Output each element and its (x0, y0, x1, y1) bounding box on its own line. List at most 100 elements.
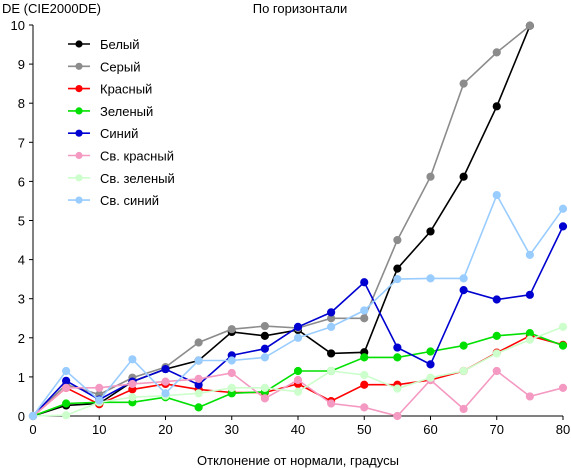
data-point (525, 21, 534, 30)
legend-item: Зеленый (68, 104, 153, 119)
data-point (459, 404, 468, 414)
legend-swatch-marker (75, 40, 83, 48)
y-axis-label: DE (CIE2000DE) (2, 1, 101, 16)
data-point (327, 399, 336, 408)
legend-item: Красный (68, 82, 152, 97)
data-point (393, 343, 402, 352)
data-point (492, 366, 501, 376)
data-point (260, 331, 269, 340)
data-point (293, 322, 303, 331)
data-point (260, 353, 269, 362)
data-point (426, 227, 435, 236)
data-point (227, 356, 236, 365)
data-point (360, 380, 369, 389)
data-point (393, 411, 402, 421)
data-point (492, 331, 501, 340)
series-line (32, 25, 531, 417)
legend-label: Св. зеленый (100, 171, 175, 186)
series-3 (28, 331, 568, 421)
series-layer (28, 21, 568, 421)
data-point (426, 347, 435, 356)
data-point (327, 349, 336, 358)
data-point (128, 393, 137, 402)
x-tick-label: 60 (423, 422, 437, 437)
data-point (360, 370, 369, 380)
data-point (492, 190, 501, 200)
data-point (194, 389, 203, 398)
data-point (62, 383, 71, 392)
x-axis-label: Отклонение от нормали, градусы (197, 453, 399, 468)
data-point (62, 399, 71, 408)
y-tick-label: 0 (18, 409, 25, 424)
data-point (62, 366, 71, 376)
legend-item: Серый (68, 59, 140, 74)
data-point (95, 396, 104, 405)
legend-label: Синий (100, 126, 138, 141)
y-tick-label: 5 (18, 214, 25, 229)
x-tick-label: 30 (225, 422, 239, 437)
data-point (426, 172, 435, 181)
data-point (293, 375, 303, 385)
data-point (393, 235, 402, 245)
y-tick-label: 1 (18, 370, 25, 385)
data-point (128, 379, 137, 389)
data-point (327, 308, 336, 317)
data-point (227, 368, 236, 378)
data-point (62, 411, 71, 420)
legend-item: Св. зеленый (68, 171, 175, 186)
legend-swatch-marker (75, 62, 83, 70)
y-tick-label: 8 (18, 96, 25, 111)
series-4 (28, 329, 568, 421)
legend-swatch-marker (75, 174, 83, 182)
data-point (426, 373, 435, 382)
data-point (161, 389, 170, 398)
legend-swatch-marker (75, 107, 83, 115)
legend-label: Св. красный (100, 149, 174, 164)
legend: Белый Серый Красный Зеленый Синий Св. красный… (68, 37, 175, 208)
legend-label: Зеленый (100, 104, 153, 119)
data-point (260, 321, 269, 331)
data-point (293, 387, 303, 396)
axes: 0 10 20 30 40 50 60 70 80 0 1 2 3 4 5 6 7 8 9 10 (11, 18, 571, 437)
data-point (426, 274, 435, 283)
data-point (393, 353, 402, 362)
data-point (459, 341, 468, 350)
data-point (459, 366, 468, 376)
legend-item: Св. красный (68, 149, 174, 164)
data-point (459, 79, 468, 88)
data-point (360, 314, 369, 323)
legend-label: Белый (100, 37, 140, 52)
data-point (95, 383, 104, 392)
data-point (459, 172, 468, 181)
data-point (293, 366, 303, 376)
data-point (492, 48, 501, 57)
data-point (360, 353, 369, 362)
legend-label: Св. синий (100, 193, 159, 208)
data-point (558, 383, 568, 392)
data-point (293, 333, 303, 342)
data-point (227, 383, 236, 392)
data-point (492, 102, 501, 111)
legend-item: Белый (68, 37, 140, 52)
series-8 (28, 190, 568, 421)
data-point (558, 322, 568, 331)
x-tick-label: 20 (158, 422, 172, 437)
data-point (492, 349, 501, 358)
data-point (161, 377, 170, 386)
data-point (327, 366, 336, 376)
legend-label: Серый (100, 59, 140, 74)
legend-item: Синий (68, 126, 138, 141)
data-point (360, 278, 369, 287)
data-point (558, 341, 568, 350)
data-point (558, 204, 568, 213)
legend-swatch-marker (75, 129, 83, 137)
chart-title: По горизонтали (253, 1, 347, 16)
data-point (194, 338, 203, 347)
x-tick-label: 0 (29, 422, 36, 437)
data-point (393, 384, 402, 393)
legend-swatch-marker (75, 151, 83, 160)
data-point (492, 295, 501, 304)
y-tick-label: 3 (18, 292, 25, 307)
data-point (28, 411, 38, 421)
